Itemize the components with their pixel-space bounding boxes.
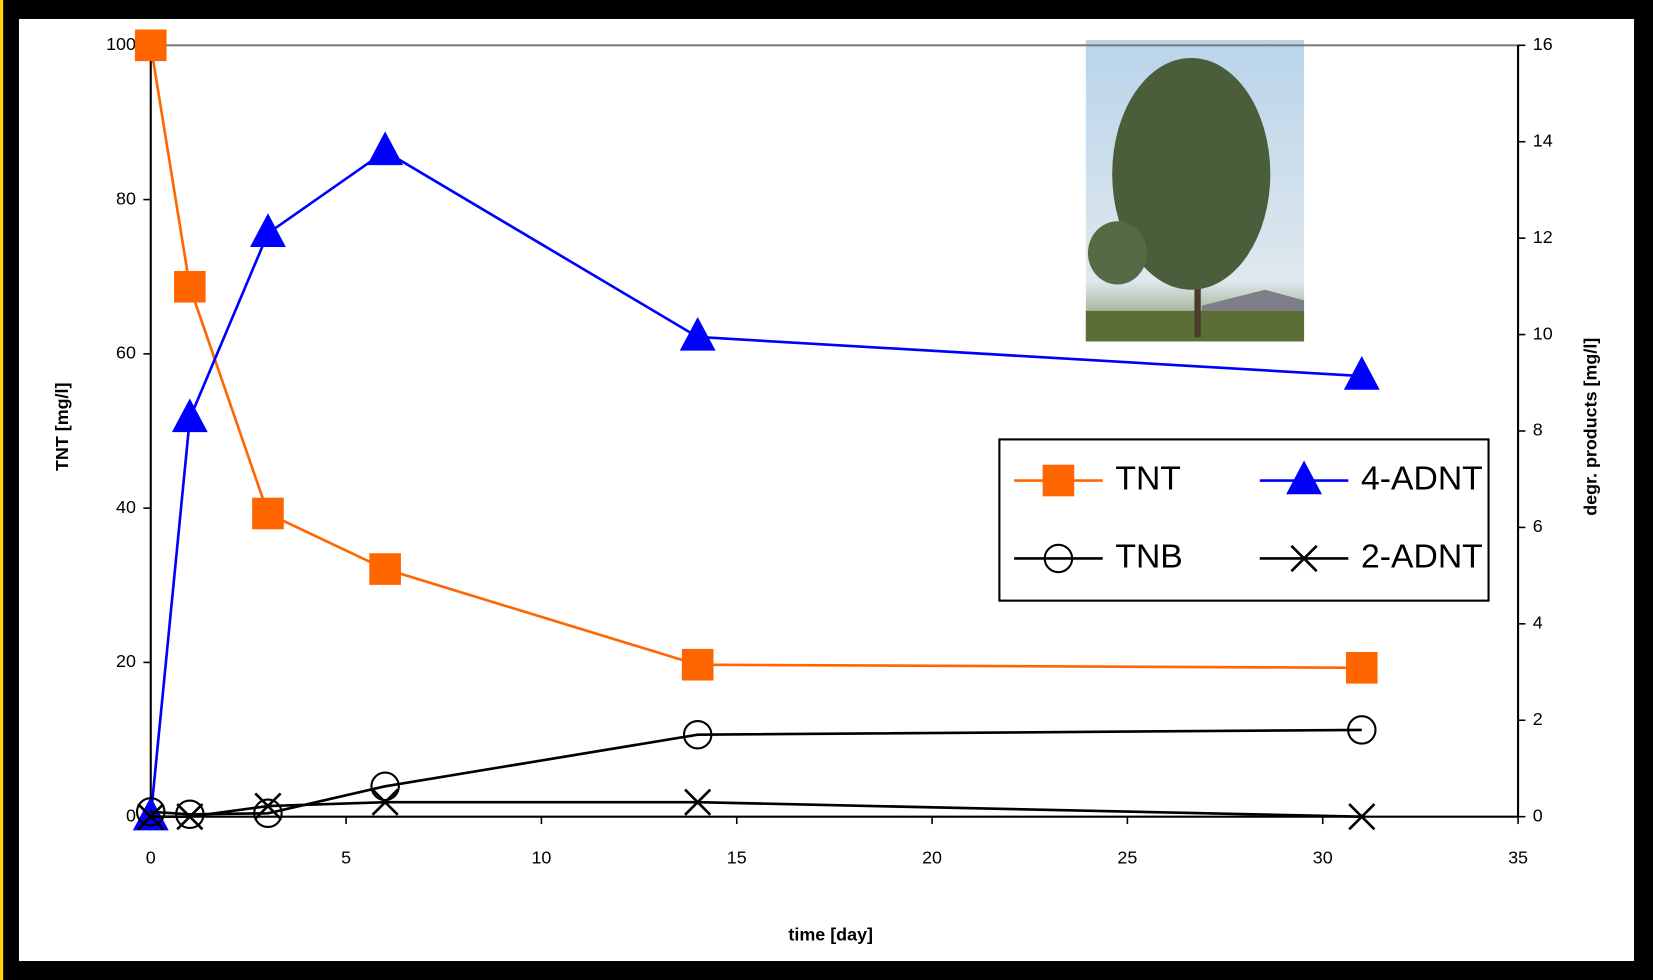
photo-crown: [1112, 57, 1271, 290]
photo-hill: [1201, 289, 1305, 317]
marker-circle: [682, 719, 713, 750]
marker-x: [684, 788, 712, 816]
marker-circle: [253, 798, 283, 829]
y2-tick-label: 12: [1533, 227, 1553, 247]
legend-marker: [1290, 544, 1318, 573]
y2-tick-label: 10: [1533, 323, 1553, 343]
y2-tick-label: 4: [1533, 613, 1543, 633]
marker-circle: [1347, 715, 1377, 745]
y-tick-label: 40: [116, 497, 136, 517]
legend-label: 4-ADNT: [1361, 459, 1483, 497]
marker-triangle: [250, 213, 286, 248]
marker-circle: [370, 771, 400, 802]
legend-label: TNB: [1115, 537, 1182, 575]
marker-square: [252, 497, 284, 530]
legend-box: [998, 438, 1490, 602]
marker-circle: [135, 797, 166, 827]
marker-x: [176, 803, 204, 831]
y-tick-label: 80: [116, 188, 136, 208]
marker-square: [174, 270, 206, 303]
y2-tick-label: 2: [1533, 709, 1543, 729]
marker-x: [254, 792, 282, 820]
marker-square: [1345, 651, 1378, 684]
x-tick-label: 15: [727, 848, 747, 868]
y-tick-label: 0: [126, 805, 136, 825]
marker-square: [369, 553, 401, 585]
marker-triangle: [171, 398, 208, 433]
marker-square: [681, 648, 714, 681]
series-line: [149, 149, 1362, 817]
y2-axis-title: degr. products [mg/l]: [1581, 338, 1601, 516]
x-axis-title: time [day]: [788, 924, 873, 944]
marker-triangle: [367, 131, 404, 166]
series-line: [150, 800, 1362, 818]
x-tick-label: 30: [1313, 848, 1333, 868]
x-tick-label: 0: [146, 848, 156, 868]
x-tick-label: 10: [531, 848, 551, 868]
marker-x: [1348, 803, 1376, 831]
x-tick-label: 20: [922, 848, 942, 868]
y-tick-label: 20: [116, 651, 136, 671]
x-tick-label: 25: [1117, 848, 1137, 868]
y-tick-label: 60: [116, 343, 136, 363]
marker-x: [137, 803, 165, 831]
photo-trunk: [1194, 242, 1201, 338]
legend-marker: [1286, 460, 1322, 495]
y2-tick-label: 0: [1533, 805, 1543, 825]
x-tick-label: 5: [341, 848, 351, 868]
marker-x: [371, 788, 399, 816]
legend-label: 2-ADNT: [1361, 537, 1483, 575]
legend-marker: [1043, 543, 1074, 574]
y-tick-label: 100: [106, 34, 136, 54]
y2-tick-label: 8: [1533, 420, 1543, 440]
marker-square: [134, 29, 167, 62]
frame-edge: [0, 0, 4, 980]
marker-triangle: [1343, 356, 1380, 390]
series-line: [149, 45, 1362, 670]
marker-triangle: [679, 316, 716, 351]
photo-bush: [1087, 221, 1147, 285]
legend-marker: [1042, 464, 1075, 497]
series-line: [150, 728, 1362, 816]
y2-tick-label: 14: [1533, 130, 1553, 150]
x-tick-label: 35: [1508, 848, 1528, 868]
photo: [1085, 40, 1305, 342]
y-axis-title: TNT [mg/l]: [52, 383, 72, 472]
legend-label: TNT: [1115, 459, 1181, 497]
y2-tick-label: 6: [1533, 516, 1543, 536]
y2-tick-label: 16: [1533, 34, 1553, 54]
